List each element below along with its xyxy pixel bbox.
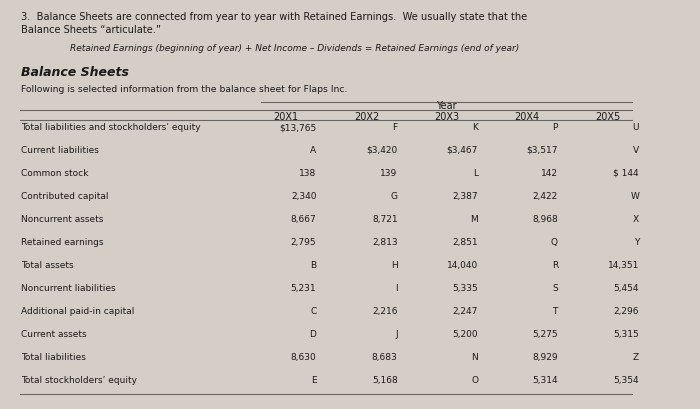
Text: 2,216: 2,216 (372, 306, 398, 315)
Text: 5,354: 5,354 (613, 375, 639, 384)
Text: 20X2: 20X2 (354, 112, 379, 122)
Text: U: U (633, 123, 639, 132)
Text: L: L (473, 169, 478, 178)
Text: X: X (633, 214, 639, 223)
Text: Contributed capital: Contributed capital (21, 191, 108, 200)
Text: 8,683: 8,683 (372, 352, 398, 361)
Text: 139: 139 (380, 169, 398, 178)
Text: 20X5: 20X5 (595, 112, 620, 122)
Text: Year: Year (436, 101, 457, 111)
Text: Common stock: Common stock (21, 169, 88, 178)
Text: Additional paid-in capital: Additional paid-in capital (21, 306, 134, 315)
Text: 14,040: 14,040 (447, 260, 478, 269)
Text: 2,387: 2,387 (452, 191, 478, 200)
Text: Balance Sheets: Balance Sheets (21, 65, 129, 79)
Text: $3,517: $3,517 (526, 146, 558, 155)
Text: 2,296: 2,296 (614, 306, 639, 315)
Text: 20X3: 20X3 (434, 112, 459, 122)
Text: 14,351: 14,351 (608, 260, 639, 269)
Text: S: S (552, 283, 558, 292)
Text: $3,420: $3,420 (366, 146, 398, 155)
Text: Total assets: Total assets (21, 260, 74, 269)
Text: 8,667: 8,667 (290, 214, 316, 223)
Text: Y: Y (634, 237, 639, 246)
Text: 8,968: 8,968 (532, 214, 558, 223)
Text: G: G (391, 191, 398, 200)
Text: M: M (470, 214, 478, 223)
Text: Total liabilities and stockholders’ equity: Total liabilities and stockholders’ equi… (21, 123, 201, 132)
Text: Z: Z (633, 352, 639, 361)
Text: Current assets: Current assets (21, 329, 87, 338)
Text: 2,247: 2,247 (453, 306, 478, 315)
Text: J: J (395, 329, 398, 338)
Text: 8,929: 8,929 (532, 352, 558, 361)
Text: T: T (552, 306, 558, 315)
Text: 142: 142 (541, 169, 558, 178)
Text: 2,422: 2,422 (533, 191, 558, 200)
Text: V: V (633, 146, 639, 155)
Text: 8,630: 8,630 (290, 352, 316, 361)
Text: B: B (310, 260, 316, 269)
Text: Retained earnings: Retained earnings (21, 237, 104, 246)
Text: 20X1: 20X1 (273, 112, 298, 122)
Text: 2,851: 2,851 (452, 237, 478, 246)
Text: 5,314: 5,314 (532, 375, 558, 384)
Text: 5,231: 5,231 (290, 283, 316, 292)
Text: Retained Earnings (beginning of year) + Net Income – Dividends = Retained Earnin: Retained Earnings (beginning of year) + … (70, 44, 519, 53)
Text: W: W (630, 191, 639, 200)
Text: 138: 138 (299, 169, 316, 178)
Text: Total stockholders’ equity: Total stockholders’ equity (21, 375, 137, 384)
Text: 5,275: 5,275 (532, 329, 558, 338)
Text: K: K (473, 123, 478, 132)
Text: Noncurrent assets: Noncurrent assets (21, 214, 104, 223)
Text: $13,765: $13,765 (279, 123, 316, 132)
Text: 5,454: 5,454 (614, 283, 639, 292)
Text: C: C (310, 306, 316, 315)
Text: $3,467: $3,467 (447, 146, 478, 155)
Text: 2,813: 2,813 (372, 237, 398, 246)
Text: H: H (391, 260, 398, 269)
Text: Following is selected information from the balance sheet for Flaps Inc.: Following is selected information from t… (21, 85, 347, 94)
Text: 5,168: 5,168 (372, 375, 398, 384)
Text: 20X4: 20X4 (514, 112, 539, 122)
Text: Noncurrent liabilities: Noncurrent liabilities (21, 283, 116, 292)
Text: N: N (471, 352, 478, 361)
Text: 2,795: 2,795 (290, 237, 316, 246)
Text: Total liabilities: Total liabilities (21, 352, 86, 361)
Text: 5,315: 5,315 (613, 329, 639, 338)
Text: D: D (309, 329, 316, 338)
Text: 5,200: 5,200 (452, 329, 478, 338)
Text: A: A (310, 146, 316, 155)
Text: R: R (552, 260, 558, 269)
Text: 5,335: 5,335 (452, 283, 478, 292)
Text: E: E (311, 375, 316, 384)
Text: $ 144: $ 144 (613, 169, 639, 178)
Text: O: O (471, 375, 478, 384)
Text: Q: Q (551, 237, 558, 246)
Text: 3.  Balance Sheets are connected from year to year with Retained Earnings.  We u: 3. Balance Sheets are connected from yea… (21, 12, 527, 22)
Text: Current liabilities: Current liabilities (21, 146, 99, 155)
Text: F: F (393, 123, 398, 132)
Text: 2,340: 2,340 (291, 191, 316, 200)
Text: P: P (552, 123, 558, 132)
Text: Balance Sheets “articulate.”: Balance Sheets “articulate.” (21, 25, 161, 34)
Text: I: I (395, 283, 398, 292)
Text: 8,721: 8,721 (372, 214, 398, 223)
